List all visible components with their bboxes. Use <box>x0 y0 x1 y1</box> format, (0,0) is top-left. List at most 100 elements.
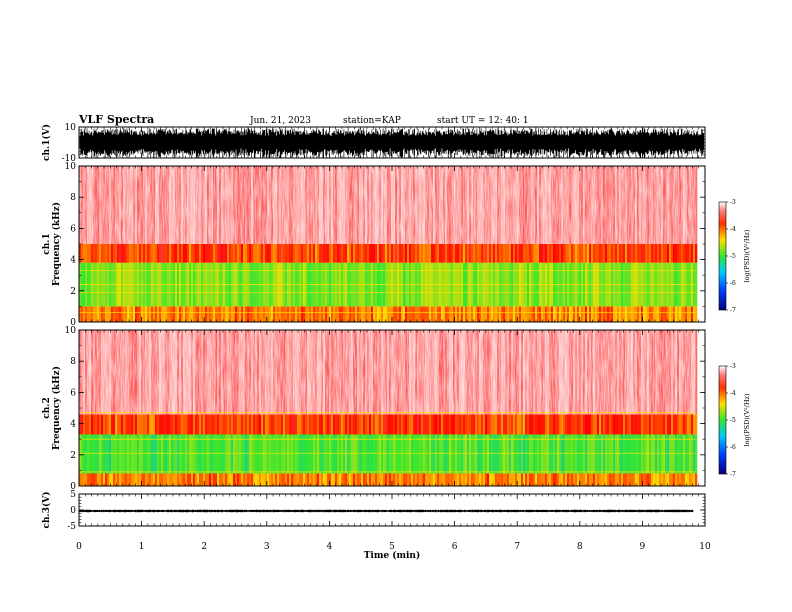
ch1-spec-band-cell <box>99 244 102 263</box>
ch1-spec-band-cell <box>315 306 318 322</box>
ch2-spec-band-cell <box>655 414 658 435</box>
ch2-spec-band-cell <box>563 473 566 486</box>
ch1-spec-band-cell <box>203 306 206 322</box>
colorbar-ch2-scale <box>718 365 727 475</box>
ch2-spec-band-cell <box>451 434 454 474</box>
ch2-spec-band-cell <box>677 434 680 474</box>
ch2-spec-band-cell <box>391 473 394 486</box>
ch2-spec-band-cell <box>427 434 430 474</box>
ch2-spec-band-cell <box>503 434 506 474</box>
ch1-spec-band-cell <box>147 306 150 322</box>
ch1-spec-band-cell <box>681 306 684 322</box>
ch2-spec-band-cell <box>691 434 694 474</box>
ch1-spec-band-cell <box>357 244 360 263</box>
ch2-spec-band-cell <box>353 414 356 435</box>
ch1-spec-band-cell <box>261 244 264 263</box>
ch1-spec-band-cell <box>359 244 362 263</box>
ch2-spec-band-cell <box>367 473 370 486</box>
ch1-spec-band-cell <box>647 244 650 263</box>
ch2-spec-band-cell <box>601 414 604 435</box>
ch2-spec-band-cell <box>519 473 522 486</box>
ch2-spec-band-cell <box>305 473 308 486</box>
ch2-spec-band-cell <box>325 434 328 474</box>
ch2-spec-band-cell <box>95 434 98 474</box>
ch2-spec-band-cell <box>555 473 558 486</box>
ch2-spec-band-cell <box>297 414 300 435</box>
ch2-spec-band-cell <box>223 414 226 435</box>
ch2-spec-band-cell <box>193 434 196 474</box>
ch1-spec-band-cell <box>463 244 466 263</box>
ch2-spec-band-cell <box>355 414 358 435</box>
ch1-spec-band-cell <box>327 306 330 322</box>
ch2-spec-band-cell <box>419 414 422 435</box>
ch1-spec-band-cell <box>289 244 292 263</box>
ch2-spec-band-cell <box>177 414 180 435</box>
ch1-spec-band-cell <box>385 306 388 322</box>
ch1-spec-band-cell <box>497 306 500 322</box>
ch2-spec-band-cell <box>101 414 104 435</box>
ch1-spec-band-cell <box>639 244 642 263</box>
ch2-spec-band-cell <box>351 473 354 486</box>
ch1-spec-band-cell <box>367 244 370 263</box>
ch2-spec-band-cell <box>605 473 608 486</box>
ch2-spec-band-cell <box>131 434 134 474</box>
ch2-spec-band-cell <box>645 434 648 474</box>
ch2-spec-band-cell <box>599 414 602 435</box>
ch2-spec-band-cell <box>217 414 220 435</box>
ch1-spec-band-cell <box>519 306 522 322</box>
ch1-spec-band-cell <box>271 244 274 263</box>
ch2-spec-band-cell <box>283 414 286 435</box>
ch2-spec-band-cell <box>317 414 320 435</box>
ch1-spec-band-cell <box>561 306 564 322</box>
ch2-spec-band-cell <box>537 414 540 435</box>
ch1-spec-band-cell <box>265 306 268 322</box>
ch2-spec-band-cell <box>473 434 476 474</box>
ch2-spec-band-cell <box>181 434 184 474</box>
ch2-spec-band-cell <box>111 434 114 474</box>
ch2-spec-band-cell <box>245 434 248 474</box>
ch1-spec-band-cell <box>275 306 278 322</box>
ch2-spec-band-cell <box>493 434 496 474</box>
ch1-spec-band-cell <box>161 306 164 322</box>
ch1-spec-band-cell <box>91 244 94 263</box>
ch2-spec-band-cell <box>335 414 338 435</box>
ch1-spec-band-cell <box>235 306 238 322</box>
ch2-spec-band-cell <box>187 414 190 435</box>
ch2-spec-band-cell <box>349 434 352 474</box>
ch2-spec-band-cell <box>535 434 538 474</box>
ch2-spec-band-cell <box>533 434 536 474</box>
ch2-spec-band-cell <box>687 473 690 486</box>
ch1-spec-band-cell <box>225 306 228 322</box>
ch2-spec-band-cell <box>511 414 514 435</box>
ch2-spec-band-cell <box>605 414 608 435</box>
ch2-spec-band-cell <box>161 414 164 435</box>
ch2-spec-band-cell <box>323 414 326 435</box>
ch1-spec-band-cell <box>183 306 186 322</box>
ch1-spec-band-cell <box>191 244 194 263</box>
ch1-spec-band-cell <box>305 306 308 322</box>
header-station: station=KAP <box>343 116 401 126</box>
ch1-spec-band-cell <box>657 244 660 263</box>
ch2-spec-band-cell <box>311 414 314 435</box>
ch2-spec-band-cell <box>97 414 100 435</box>
ch2-spec-band-cell <box>217 473 220 486</box>
ch1-spec-band-cell <box>483 306 486 322</box>
ch1-spec-band-cell <box>665 244 668 263</box>
ch2-spec-band-cell <box>603 473 606 486</box>
ch2-spec-band-cell <box>477 434 480 474</box>
ch1-spec-band-cell <box>679 306 682 322</box>
ch2-spec-band-cell <box>115 434 118 474</box>
ch1-spec-band-cell <box>283 306 286 322</box>
ch2-spec-band-cell <box>291 473 294 486</box>
ch2-spec-band-cell <box>461 414 464 435</box>
ch2-spec-band-cell <box>443 434 446 474</box>
ch2-spec-band-cell <box>423 434 426 474</box>
ch2-spec-band-cell <box>555 434 558 474</box>
ch2-spec-band-cell <box>155 414 158 435</box>
ch2-spec-band-cell <box>355 434 358 474</box>
ch2-spec-band-cell <box>157 473 160 486</box>
ch2-spec-band-cell <box>689 434 692 474</box>
ch2-spec-band-cell <box>647 414 650 435</box>
ch2-spec-band-cell <box>593 414 596 435</box>
ch2-spec-band-cell <box>83 434 86 474</box>
